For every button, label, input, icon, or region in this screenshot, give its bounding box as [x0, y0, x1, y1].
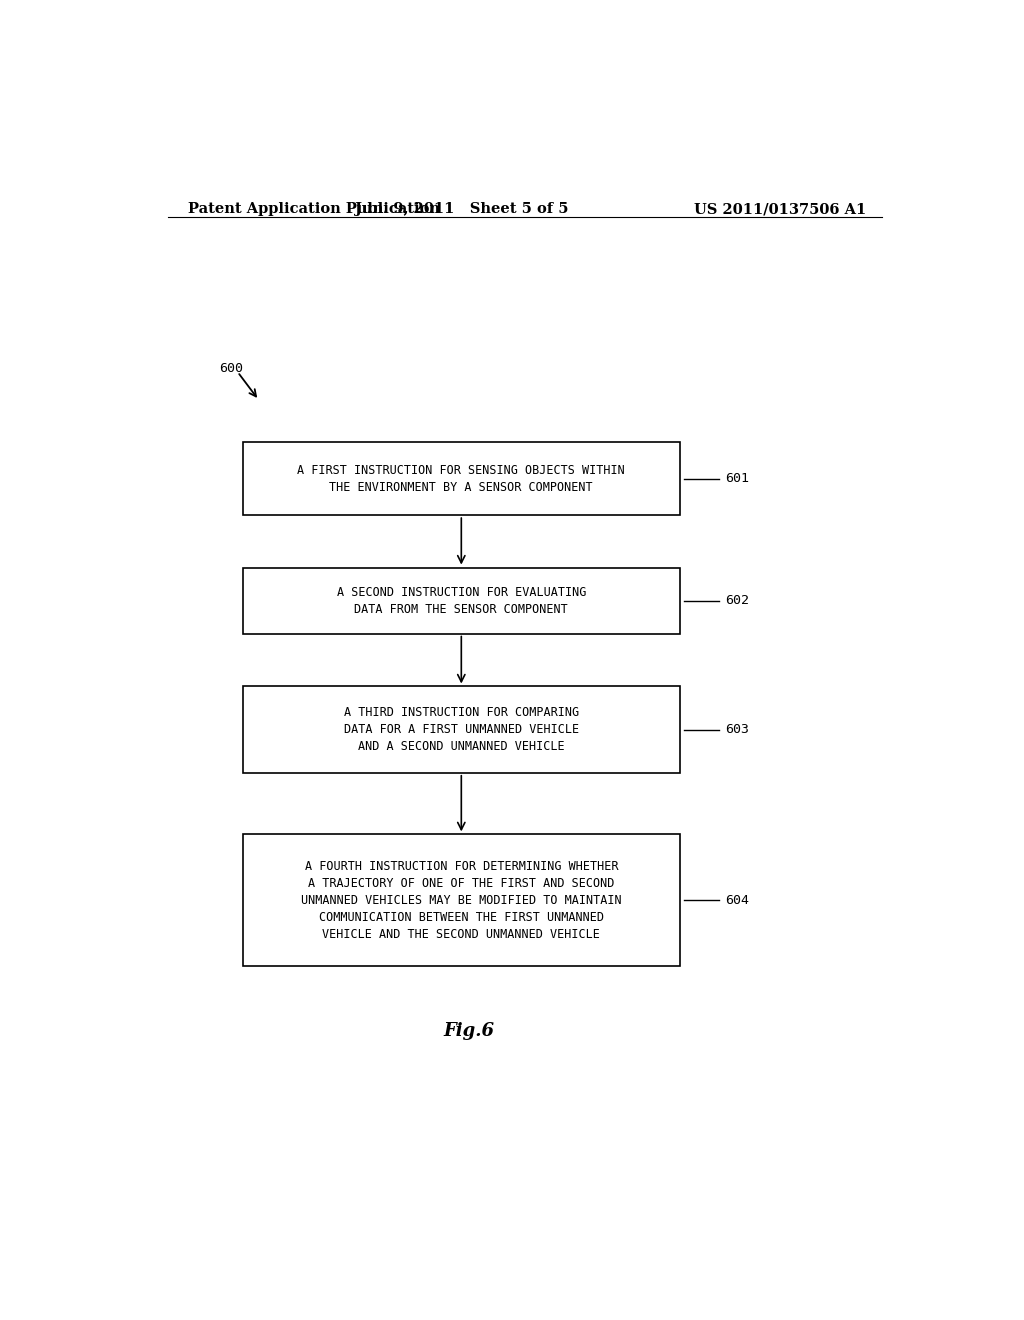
Text: 602: 602: [726, 594, 750, 607]
Text: 603: 603: [726, 723, 750, 737]
Bar: [243, 442, 680, 515]
Text: 601: 601: [726, 473, 750, 484]
Bar: [243, 686, 680, 772]
Text: A SECOND INSTRUCTION FOR EVALUATING
DATA FROM THE SENSOR COMPONENT: A SECOND INSTRUCTION FOR EVALUATING DATA…: [337, 586, 586, 615]
Text: 604: 604: [726, 894, 750, 907]
Text: Patent Application Publication: Patent Application Publication: [187, 202, 439, 216]
Text: A FOURTH INSTRUCTION FOR DETERMINING WHETHER
A TRAJECTORY OF ONE OF THE FIRST AN: A FOURTH INSTRUCTION FOR DETERMINING WHE…: [301, 859, 622, 941]
Text: A THIRD INSTRUCTION FOR COMPARING
DATA FOR A FIRST UNMANNED VEHICLE
AND A SECOND: A THIRD INSTRUCTION FOR COMPARING DATA F…: [344, 706, 579, 754]
Text: Jun. 9, 2011   Sheet 5 of 5: Jun. 9, 2011 Sheet 5 of 5: [354, 202, 568, 216]
Text: A FIRST INSTRUCTION FOR SENSING OBJECTS WITHIN
THE ENVIRONMENT BY A SENSOR COMPO: A FIRST INSTRUCTION FOR SENSING OBJECTS …: [297, 463, 626, 494]
Text: Fig.6: Fig.6: [443, 1022, 495, 1040]
Text: US 2011/0137506 A1: US 2011/0137506 A1: [694, 202, 866, 216]
Bar: [243, 834, 680, 966]
Text: 600: 600: [219, 362, 244, 375]
Bar: [243, 568, 680, 634]
